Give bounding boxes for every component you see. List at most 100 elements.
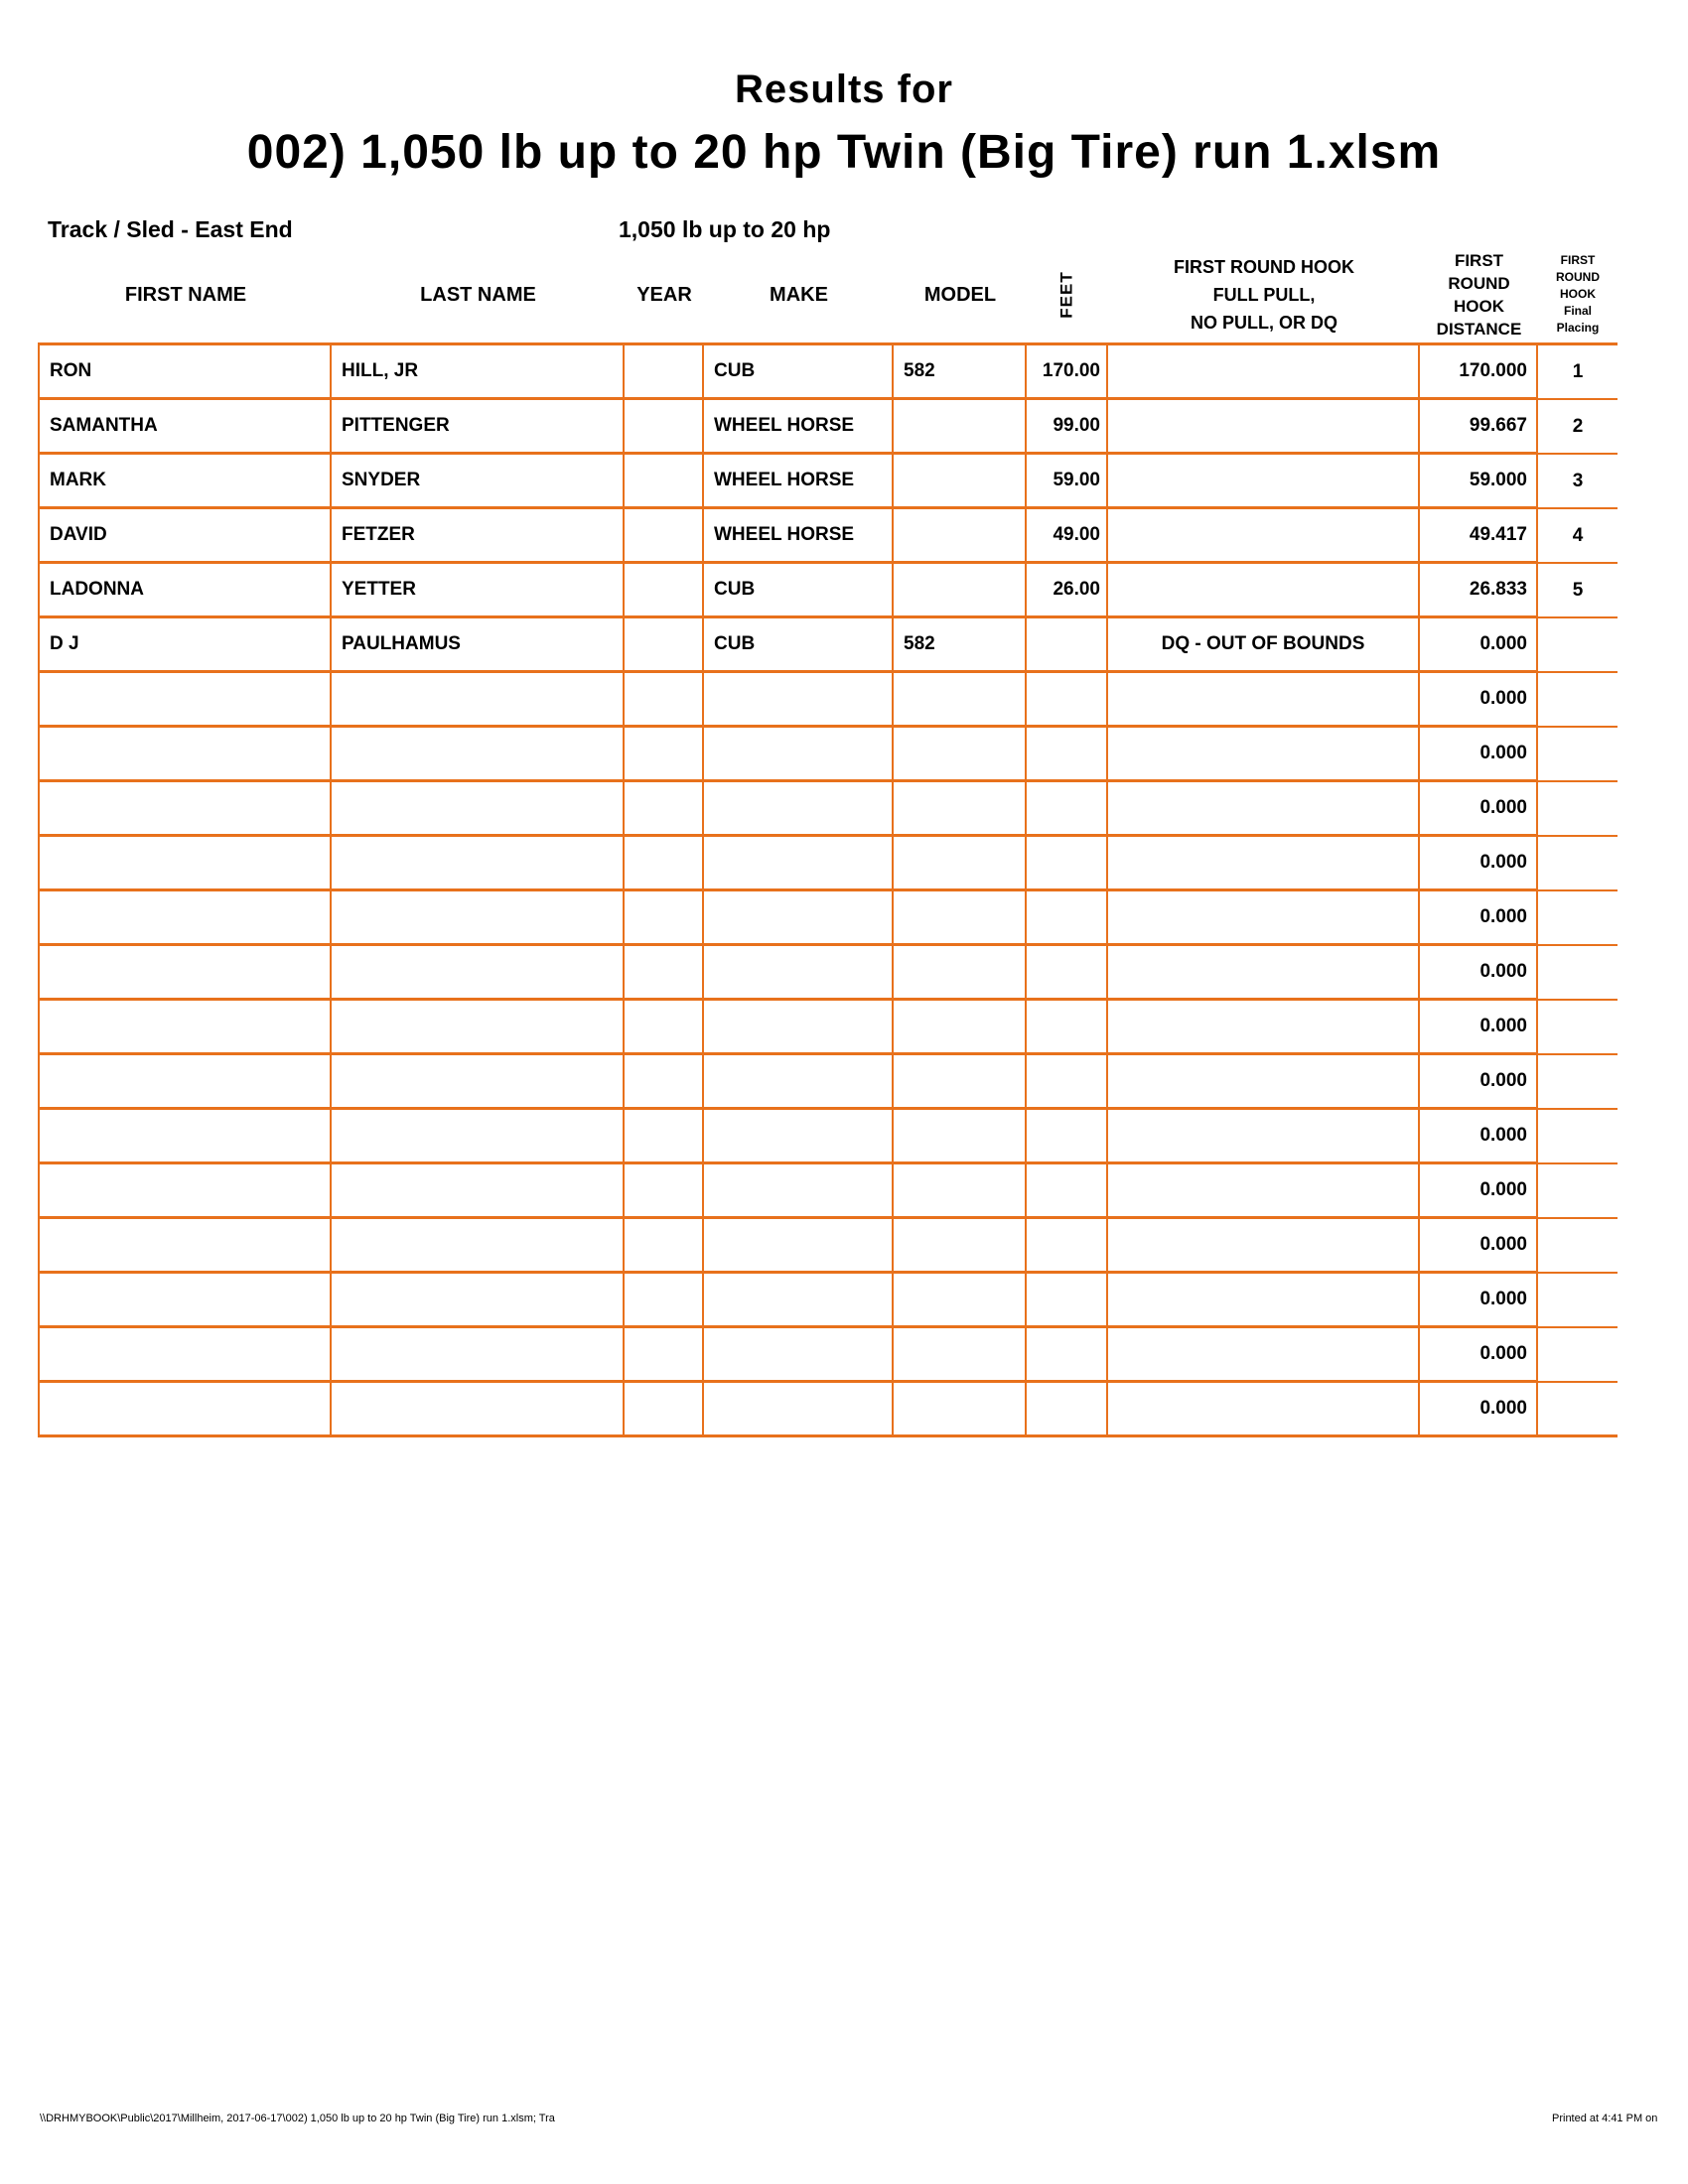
cell-first-name: SAMANTHA <box>40 400 332 455</box>
cell-final-placing <box>1538 1274 1618 1328</box>
cell-final-placing <box>1538 1328 1618 1383</box>
cell-hook-note <box>1108 673 1420 728</box>
cell-hook-note <box>1108 782 1420 837</box>
col-header-year: YEAR <box>636 283 692 306</box>
cell-first-name <box>40 1219 332 1274</box>
cell-hook-distance: 0.000 <box>1420 782 1538 837</box>
cell-model <box>894 728 1027 782</box>
cell-hook-distance: 0.000 <box>1420 1219 1538 1274</box>
cell-hook-distance: 0.000 <box>1420 1055 1538 1110</box>
cell-feet <box>1027 1328 1108 1383</box>
cell-last-name <box>332 1383 625 1437</box>
cell-hook-note <box>1108 1383 1420 1437</box>
cell-hook-note <box>1108 1274 1420 1328</box>
cell-last-name: HILL, JR <box>332 345 625 400</box>
cell-feet <box>1027 1001 1108 1055</box>
cell-model <box>894 1164 1027 1219</box>
cell-last-name <box>332 1110 625 1164</box>
table-row: 0.000 <box>40 1219 1618 1274</box>
cell-year <box>625 1274 704 1328</box>
cell-last-name <box>332 728 625 782</box>
cell-first-name: RON <box>40 345 332 400</box>
cell-model: 582 <box>894 618 1027 673</box>
cell-feet <box>1027 891 1108 946</box>
cell-first-name <box>40 1110 332 1164</box>
col-header-last-name: LAST NAME <box>420 283 536 306</box>
cell-make: CUB <box>704 564 894 618</box>
cell-model <box>894 509 1027 564</box>
cell-first-name <box>40 782 332 837</box>
cell-year <box>625 1328 704 1383</box>
cell-feet: 49.00 <box>1027 509 1108 564</box>
cell-first-name: D J <box>40 618 332 673</box>
cell-year <box>625 673 704 728</box>
cell-final-placing <box>1538 1164 1618 1219</box>
cell-year <box>625 400 704 455</box>
cell-year <box>625 837 704 891</box>
cell-hook-note <box>1108 1219 1420 1274</box>
cell-first-name <box>40 1328 332 1383</box>
weight-class-label: 1,050 lb up to 20 hp <box>619 216 831 242</box>
cell-feet <box>1027 618 1108 673</box>
file-title: 002) 1,050 lb up to 20 hp Twin (Big Tire… <box>246 126 1442 179</box>
cell-hook-distance: 170.000 <box>1420 345 1538 400</box>
col-header-hook-result: FIRST ROUND HOOK FULL PULL, NO PULL, OR … <box>1174 256 1354 333</box>
cell-make <box>704 837 894 891</box>
cell-last-name <box>332 1219 625 1274</box>
cell-year <box>625 345 704 400</box>
cell-hook-distance: 0.000 <box>1420 1383 1538 1437</box>
cell-final-placing <box>1538 1219 1618 1274</box>
footer-printed-at: Printed at 4:41 PM on <box>1552 2113 1658 2124</box>
cell-last-name <box>332 891 625 946</box>
cell-hook-distance: 0.000 <box>1420 837 1538 891</box>
cell-hook-distance: 0.000 <box>1420 1110 1538 1164</box>
cell-year <box>625 455 704 509</box>
table-row: 0.000 <box>40 1328 1618 1383</box>
cell-hook-distance: 0.000 <box>1420 1164 1538 1219</box>
track-sled-label: Track / Sled - East End <box>48 216 293 242</box>
cell-final-placing <box>1538 1055 1618 1110</box>
cell-year <box>625 564 704 618</box>
cell-make: WHEEL HORSE <box>704 509 894 564</box>
meta-row: Track / Sled - East End 1,050 lb up to 2… <box>0 216 1688 244</box>
cell-hook-distance: 0.000 <box>1420 1001 1538 1055</box>
cell-final-placing <box>1538 837 1618 891</box>
cell-make: WHEEL HORSE <box>704 400 894 455</box>
cell-final-placing <box>1538 1110 1618 1164</box>
cell-hook-distance: 0.000 <box>1420 618 1538 673</box>
cell-hook-distance: 0.000 <box>1420 1274 1538 1328</box>
cell-feet <box>1027 837 1108 891</box>
cell-first-name <box>40 1274 332 1328</box>
cell-first-name <box>40 1001 332 1055</box>
table-row: MARK SNYDER WHEEL HORSE 59.00 59.000 3 <box>40 455 1618 509</box>
cell-first-name <box>40 1164 332 1219</box>
cell-year <box>625 782 704 837</box>
cell-hook-distance: 0.000 <box>1420 891 1538 946</box>
cell-make <box>704 673 894 728</box>
cell-feet <box>1027 1274 1108 1328</box>
cell-hook-note <box>1108 946 1420 1001</box>
table-row: LADONNA YETTER CUB 26.00 26.833 5 <box>40 564 1618 618</box>
cell-last-name <box>332 1164 625 1219</box>
cell-last-name: PAULHAMUS <box>332 618 625 673</box>
cell-hook-distance: 26.833 <box>1420 564 1538 618</box>
cell-hook-note <box>1108 1001 1420 1055</box>
cell-model <box>894 1274 1027 1328</box>
cell-hook-distance: 0.000 <box>1420 728 1538 782</box>
cell-model <box>894 455 1027 509</box>
cell-first-name <box>40 837 332 891</box>
cell-make: CUB <box>704 345 894 400</box>
table-row: SAMANTHA PITTENGER WHEEL HORSE 99.00 99.… <box>40 400 1618 455</box>
table-row: D J PAULHAMUS CUB 582 DQ - OUT OF BOUNDS… <box>40 618 1618 673</box>
table-row: DAVID FETZER WHEEL HORSE 49.00 49.417 4 <box>40 509 1618 564</box>
cell-make <box>704 1055 894 1110</box>
cell-hook-note: DQ - OUT OF BOUNDS <box>1108 618 1420 673</box>
col-header-final-placing: FIRST ROUND HOOK Final Placing <box>1556 253 1600 335</box>
cell-feet <box>1027 946 1108 1001</box>
table-row: 0.000 <box>40 728 1618 782</box>
table-row: 0.000 <box>40 891 1618 946</box>
cell-make <box>704 728 894 782</box>
cell-make <box>704 1164 894 1219</box>
table-row: 0.000 <box>40 1164 1618 1219</box>
